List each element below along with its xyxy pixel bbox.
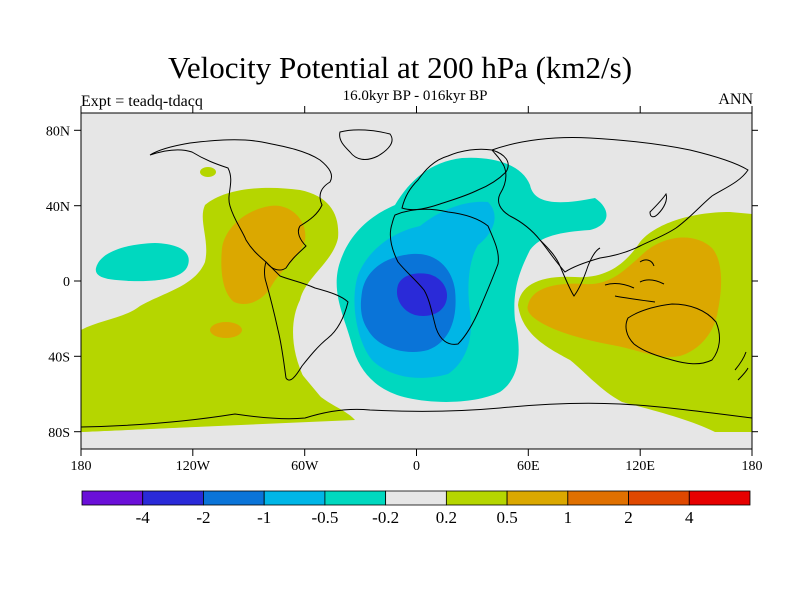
- coastline-greenland: [339, 129, 393, 160]
- lat-label-0: 0: [63, 275, 70, 290]
- contour-fill-group: [81, 157, 752, 432]
- coastline-asia: [491, 137, 749, 273]
- coastline-new-zealand: [734, 351, 749, 381]
- lon-label-180e: 180: [742, 459, 763, 474]
- lon-label-60w: 60W: [291, 459, 319, 474]
- colorbar-swatch: [324, 490, 387, 506]
- colorbar-label: 1: [564, 508, 573, 527]
- contour-orange-americas: [221, 205, 306, 305]
- map-subtitle: 16.0kyr BP - 016kyr BP: [342, 88, 488, 104]
- colorbar-swatch: [506, 490, 569, 506]
- map-title: Velocity Potential at 200 hPa (km2/s): [167, 50, 633, 85]
- contour-positive-small-north: [200, 167, 216, 177]
- colorbar-label: 0.2: [436, 508, 457, 527]
- lon-label-180w: 180: [71, 459, 92, 474]
- colorbar-swatch: [688, 490, 751, 506]
- lat-label-40n: 40N: [46, 200, 70, 215]
- lat-label-80s: 80S: [48, 426, 70, 441]
- colorbar-label: -0.5: [311, 508, 338, 527]
- colorbar-swatch: [203, 490, 265, 506]
- coastline-antarctica: [81, 402, 752, 428]
- colorbar-swatch: [628, 490, 690, 506]
- coastline-europe: [401, 148, 509, 211]
- coastline-australia: [625, 303, 720, 365]
- coastline-south-america: [264, 261, 349, 381]
- lon-label-60e: 60E: [517, 459, 540, 474]
- colorbar-label: -1: [257, 508, 271, 527]
- lat-label-40s: 40S: [48, 351, 70, 366]
- season-label: ANN: [718, 91, 753, 108]
- colorbar-label: 2: [624, 508, 633, 527]
- colorbar-label: -4: [136, 508, 151, 527]
- colorbar-label: 0.5: [496, 508, 517, 527]
- experiment-label: Expt = teadq-tdacq: [81, 93, 203, 110]
- colorbar-swatch: [567, 490, 629, 506]
- colorbar-label: -2: [196, 508, 210, 527]
- lon-label-0: 0: [413, 459, 420, 474]
- contour-positive-south-pacific: [81, 330, 340, 432]
- colorbar: -4 -2 -1 -0.5 -0.2 0.2 0.5 1 2 4: [81, 490, 751, 527]
- coastline-india: [539, 239, 601, 297]
- colorbar-swatch: [263, 490, 326, 506]
- latitude-axis: 80N 40N 0 40S 80S: [46, 125, 758, 441]
- colorbar-swatch: [385, 490, 447, 506]
- longitude-axis: 180 120W 60W 0 60E 120E 180: [71, 106, 763, 474]
- colorbar-swatch: [142, 490, 204, 506]
- lon-label-120w: 120W: [176, 459, 211, 474]
- contour-negative-teal-pacific: [95, 243, 189, 282]
- lon-label-120e: 120E: [625, 459, 655, 474]
- colorbar-label: 4: [685, 508, 694, 527]
- coastlines: [81, 129, 752, 428]
- coastline-africa: [389, 208, 499, 345]
- lat-label-80n: 80N: [46, 125, 70, 140]
- coastline-north-america: [149, 139, 333, 271]
- colorbar-swatch: [445, 490, 508, 506]
- contour-negative-darkblue: [396, 273, 448, 316]
- coastline-japan: [649, 192, 667, 218]
- coastline-maritime: [604, 259, 665, 303]
- colorbar-swatch: [81, 490, 144, 506]
- colorbar-label: -0.2: [372, 508, 399, 527]
- contour-orange-small: [210, 322, 242, 338]
